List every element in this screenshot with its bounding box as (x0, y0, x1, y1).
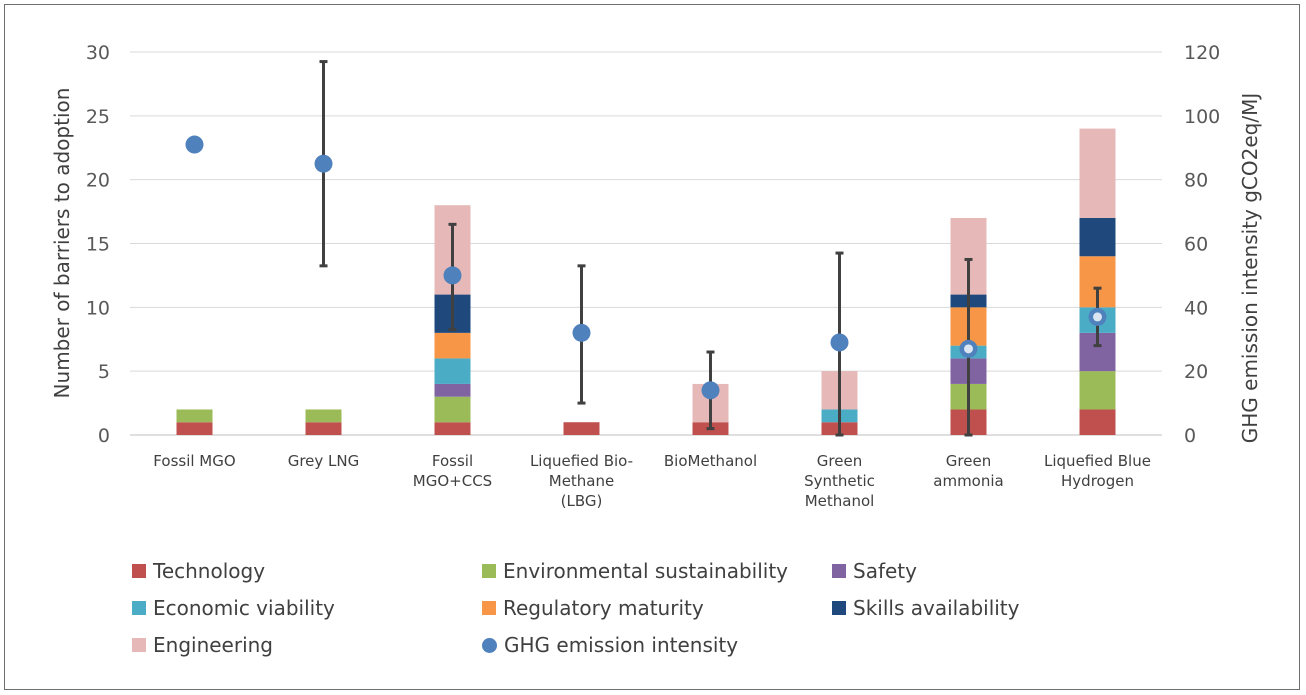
bar-segment (563, 422, 600, 435)
legend-label: Safety (853, 559, 917, 583)
left-axis-ticks: 0 5 10 15 20 25 30 (86, 42, 110, 447)
legend-swatch (482, 564, 496, 578)
legend-swatch (832, 601, 846, 615)
legend-label: Engineering (153, 633, 273, 657)
legend-marker (482, 637, 497, 653)
category-label-line: Green (946, 452, 991, 470)
legend-swatch (132, 601, 146, 615)
left-tick-label: 0 (98, 425, 110, 447)
bar-segment (434, 383, 471, 397)
left-axis-title: Number of barriers to adoption (50, 88, 74, 399)
gridlines (130, 51, 1162, 436)
category-label: Fossil MGO+CCS (413, 452, 492, 490)
chart-frame (4, 4, 1300, 690)
bar-segment (1079, 217, 1116, 257)
bar-segment (176, 422, 213, 435)
ghg-point (830, 333, 849, 352)
category-label: Green ammonia (933, 452, 1003, 490)
legend-item: Safety (832, 556, 917, 586)
right-tick-label: 60 (1184, 234, 1208, 256)
ghg-point (443, 266, 462, 285)
ghg-point (572, 323, 591, 342)
legend-item: GHG emission intensity (482, 630, 738, 660)
ghg-point-center (964, 344, 973, 354)
ghg-points (185, 135, 1107, 400)
right-axis-ticks: 0 20 40 60 80 100 120 (1184, 42, 1220, 447)
bar-segment (434, 422, 471, 435)
category-label-line: Fossil MGO (153, 452, 235, 470)
left-tick-label: 30 (86, 42, 110, 64)
category-label-line: BioMethanol (664, 452, 757, 470)
legend-item: Engineering (132, 630, 273, 660)
right-axis-title: GHG emission intensity gCO2eq/MJ (1238, 93, 1262, 444)
bar-segment (1079, 371, 1116, 410)
category-label-line: Liquefied Blue (1044, 452, 1151, 470)
legend-swatch (482, 601, 496, 615)
category-label-line: Liquefied Bio- (530, 452, 633, 470)
legend: Technology Environmental sustainability Sa… (132, 556, 1132, 676)
legend-label: GHG emission intensity (504, 633, 739, 657)
category-label: BioMethanol (664, 452, 757, 470)
category-label-line: ammonia (933, 472, 1003, 490)
left-tick-label: 25 (86, 106, 110, 128)
right-tick-label: 40 (1184, 297, 1208, 319)
legend-swatch (832, 564, 846, 578)
bar-segment (1079, 409, 1116, 435)
legend-item: Regulatory maturity (482, 593, 704, 623)
ghg-point (314, 154, 333, 173)
category-label-line: Methane (549, 472, 615, 490)
bar-segment (434, 332, 471, 359)
category-labels: Fossil MGO Grey LNG Fossil MGO+CCS Liquefied… (153, 452, 1151, 510)
category-label: Fossil MGO (153, 452, 235, 470)
right-tick-label: 120 (1184, 42, 1220, 64)
category-label-line: Methanol (805, 492, 875, 510)
category-label: Liquefied Blue Hydrogen (1044, 452, 1151, 490)
right-tick-label: 80 (1184, 170, 1208, 192)
category-label-line: MGO+CCS (413, 472, 492, 490)
left-tick-label: 10 (86, 297, 110, 319)
category-label-line: Grey LNG (288, 452, 360, 470)
bar-stacks (176, 128, 1116, 435)
bar-segment (305, 422, 342, 435)
legend-item: Economic viability (132, 593, 335, 623)
legend-label: Economic viability (153, 596, 335, 620)
category-label: Grey LNG (288, 452, 360, 470)
right-tick-label: 20 (1184, 361, 1208, 383)
left-tick-label: 20 (86, 170, 110, 192)
bar-segment (305, 409, 342, 423)
right-tick-label: 100 (1184, 106, 1220, 128)
legend-item: Skills availability (832, 593, 1019, 623)
ghg-point (185, 135, 204, 154)
category-label: Green Synthetic Methanol (804, 452, 875, 510)
left-tick-label: 15 (86, 234, 110, 256)
category-label-line: (LBG) (561, 492, 603, 510)
legend-swatch (132, 638, 146, 652)
category-label: Liquefied Bio- Methane (LBG) (530, 452, 633, 510)
legend-item: Technology (132, 556, 265, 586)
legend-label: Technology (153, 559, 266, 583)
category-label-line: Hydrogen (1061, 472, 1134, 490)
legend-label: Skills availability (853, 596, 1020, 620)
ghg-point-center (1093, 312, 1102, 322)
left-tick-label: 5 (98, 361, 110, 383)
category-label-line: Fossil (432, 452, 473, 470)
legend-swatch (132, 564, 146, 578)
ghg-point (701, 381, 720, 400)
right-tick-label: 0 (1184, 425, 1196, 447)
bar-segment (1079, 128, 1116, 218)
bar-segment (434, 358, 471, 384)
legend-label: Regulatory maturity (503, 596, 704, 620)
bar-segment (434, 396, 471, 423)
bar-segment (176, 409, 213, 423)
legend-item: Environmental sustainability (482, 556, 788, 586)
category-label-line: Synthetic (804, 472, 875, 490)
legend-label: Environmental sustainability (503, 559, 789, 583)
category-label-line: Green (817, 452, 862, 470)
